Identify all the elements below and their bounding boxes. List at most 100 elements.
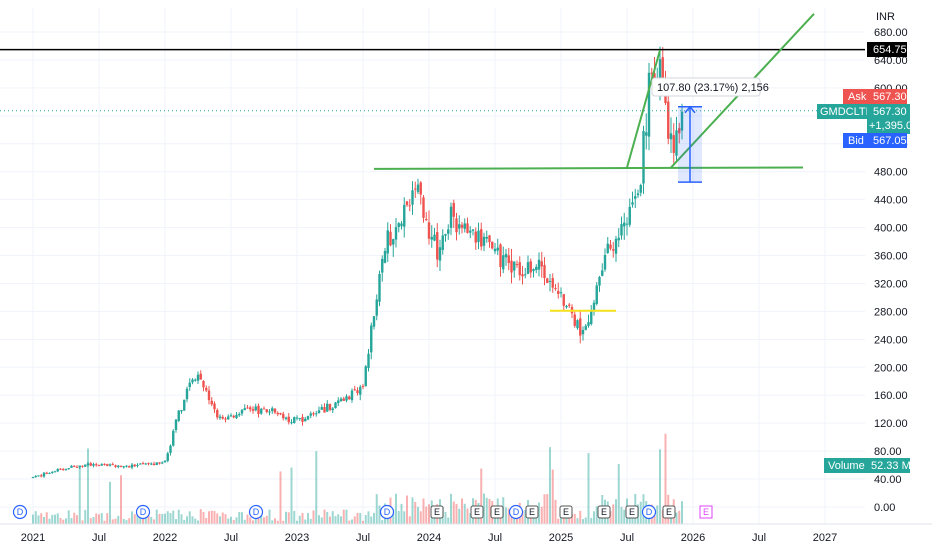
earnings-badge[interactable] (597, 505, 611, 519)
price-axis[interactable]: INR 680.00640.00600.00560.00520.00480.00… (865, 0, 932, 524)
candle-body (488, 235, 491, 243)
candle-body (108, 464, 112, 466)
volume-bar (595, 506, 598, 524)
volume-bar (125, 520, 128, 524)
time-axis[interactable]: 2021 Jul 2022 Jul 2023 Jul 2024 Jul 2025 Jul 2026 J… (0, 523, 932, 544)
volume-bar (609, 511, 612, 524)
candle-body (180, 410, 183, 412)
support-trendline[interactable] (373, 166, 804, 170)
candle-body (623, 222, 626, 227)
candle-body (595, 285, 598, 304)
candle-body (422, 197, 425, 218)
volume-bar (103, 520, 106, 524)
candle-body (152, 463, 156, 466)
volume-bar (342, 509, 345, 524)
candle-body (260, 408, 263, 414)
dividend-badge[interactable] (12, 504, 28, 520)
volume-bar (524, 509, 527, 524)
candle-body (158, 462, 161, 464)
volume-bar (78, 466, 81, 524)
volume-bar (98, 514, 100, 524)
flagpole-line[interactable] (626, 49, 661, 168)
candle-body (584, 325, 587, 330)
candle-body (603, 254, 607, 270)
earnings-badge[interactable] (525, 505, 539, 519)
earnings-badge[interactable] (470, 505, 484, 519)
candle-body (661, 57, 664, 80)
volume-bar (205, 517, 208, 524)
currency-label: INR (876, 11, 895, 23)
candle-body (460, 224, 464, 228)
earnings-badge[interactable] (662, 505, 676, 519)
candle-body (81, 465, 84, 467)
volume-bar (161, 513, 164, 524)
candle-body (350, 390, 354, 401)
drawings[interactable]: 107.80 (23.17%) 2,156 (0, 13, 865, 312)
candle-body (334, 402, 337, 409)
candle-body (133, 464, 136, 467)
candle-body (279, 413, 282, 415)
candle-body (254, 406, 257, 411)
candle-body (42, 472, 46, 477)
volume-bar (315, 451, 318, 524)
x-tick-label: Jul (356, 532, 370, 544)
candle-body (414, 188, 417, 190)
volume-bar (128, 518, 131, 524)
candle-body (364, 366, 367, 387)
volume-bar (351, 519, 353, 524)
volume-bar (62, 519, 65, 524)
volume-bar (455, 503, 458, 524)
candle-body (378, 273, 381, 302)
y-tick-label: 440.00 (874, 195, 908, 207)
candle-body (185, 388, 189, 400)
volume-bar (274, 518, 276, 524)
change-percent: +1,395.08% (869, 120, 928, 132)
candle-body (419, 182, 422, 195)
volume-bar (73, 512, 76, 524)
hline-tag-value: 654.75 (873, 44, 907, 56)
dividend-badge[interactable] (508, 504, 524, 520)
volume-bar (263, 517, 265, 524)
future-earnings-badge[interactable] (699, 505, 713, 519)
candle-body (598, 276, 601, 286)
volume-bar (131, 511, 133, 524)
volume-bar (615, 499, 617, 524)
volume-bar (681, 501, 683, 524)
volume-bar (466, 508, 469, 524)
candle-body (592, 302, 596, 312)
dividend-badge[interactable] (379, 504, 395, 520)
candle-body (251, 409, 255, 411)
candle-body (546, 278, 549, 283)
volume-bar (345, 509, 348, 524)
dividend-badge[interactable] (641, 504, 657, 520)
volume-bar (282, 520, 285, 524)
volume-bar (51, 514, 54, 524)
earnings-badge[interactable] (430, 505, 444, 519)
badge-letter: E (474, 507, 480, 517)
volume-bar (216, 513, 219, 524)
candle-body (205, 387, 208, 391)
candle-body (309, 413, 312, 416)
volume-bar (37, 515, 40, 524)
volume-bar (59, 517, 62, 524)
candle-body (562, 294, 565, 306)
earnings-badge[interactable] (625, 505, 639, 519)
dividend-badge[interactable] (135, 504, 151, 520)
volume-bar (249, 517, 252, 524)
candle-body (301, 417, 304, 422)
dividend-badge[interactable] (248, 504, 264, 520)
badge-letter: E (601, 507, 607, 517)
earnings-badge[interactable] (559, 505, 573, 519)
candle-body (155, 462, 158, 465)
candle-body (147, 463, 150, 465)
candle-body (216, 410, 219, 418)
candle-body (218, 416, 222, 419)
volume-bar (111, 519, 114, 524)
price-tags: 654.75 Ask 567.30 GMDCLTD 567.30 +1,395.… (817, 42, 928, 473)
candle-body (174, 419, 178, 431)
candle-body (262, 408, 266, 410)
volume-bar (45, 512, 48, 524)
earnings-badge[interactable] (490, 505, 504, 519)
